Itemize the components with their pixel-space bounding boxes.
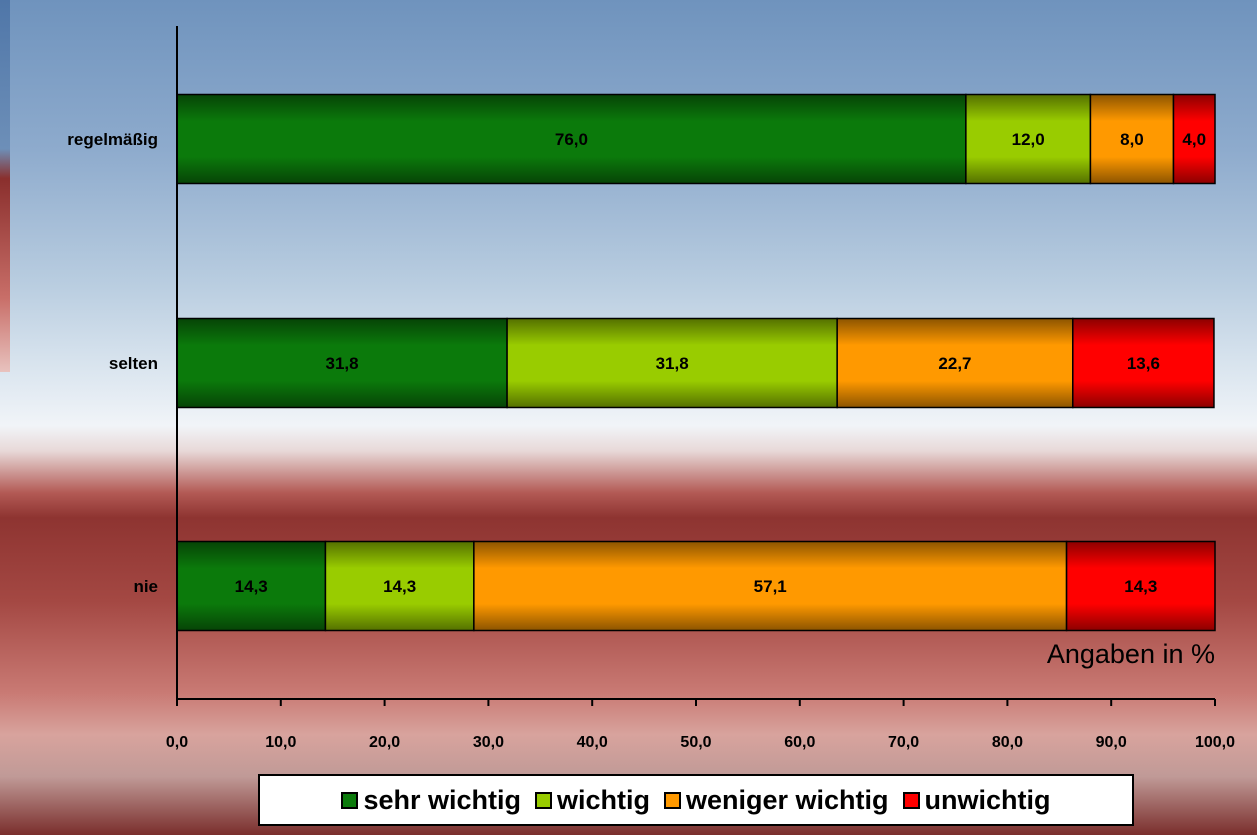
data-label-selten-sehr-wichtig: 31,8 bbox=[325, 354, 358, 373]
bar-shade-regelmaessig-sehr-wichtig bbox=[176, 93, 967, 185]
legend-swatch-sehr-wichtig bbox=[341, 791, 359, 809]
data-label-regelmaessig-weniger-wichtig: 8,0 bbox=[1120, 130, 1144, 149]
category-label-nie: nie bbox=[133, 577, 158, 596]
legend-swatch-unwichtig bbox=[902, 791, 920, 809]
x-tick-label: 90,0 bbox=[1096, 734, 1127, 751]
category-label-regelmaessig: regelmäßig bbox=[67, 130, 158, 149]
legend-label-wichtig: wichtig bbox=[557, 784, 650, 815]
category-label-selten: selten bbox=[109, 354, 158, 373]
data-label-selten-weniger-wichtig: 22,7 bbox=[938, 354, 971, 373]
bar-shade-selten-weniger-wichtig bbox=[836, 317, 1074, 409]
x-tick-label: 50,0 bbox=[680, 734, 711, 751]
data-labels-layer: 76,0 12,0 8,0 4,0 31,8 31,8 22,7 13,6 14,3 14,3 57… bbox=[235, 130, 1206, 596]
x-tick-label: 10,0 bbox=[265, 734, 296, 751]
data-label-selten-unwichtig: 13,6 bbox=[1127, 354, 1160, 373]
data-label-regelmaessig-sehr-wichtig: 76,0 bbox=[555, 130, 588, 149]
units-annotation: Angaben in % bbox=[1046, 639, 1215, 669]
bar-shade-selten-wichtig bbox=[506, 317, 838, 409]
legend-swatch-wichtig bbox=[535, 791, 552, 809]
legend-swatch-weniger-wichtig bbox=[664, 791, 681, 809]
left-edge-band bbox=[0, 0, 10, 372]
data-label-selten-wichtig: 31,8 bbox=[656, 354, 689, 373]
bar-shade-nie-wichtig bbox=[324, 540, 475, 632]
legend-item-unwichtig: unwichtig bbox=[902, 784, 1051, 816]
x-tick-label: 0,0 bbox=[166, 734, 188, 751]
data-label-regelmaessig-unwichtig: 4,0 bbox=[1182, 130, 1206, 149]
data-label-nie-unwichtig: 14,3 bbox=[1124, 577, 1157, 596]
bar-shade-regelmaessig-unwichtig bbox=[1172, 93, 1216, 185]
legend-item-sehr-wichtig: sehr wichtig bbox=[341, 785, 521, 816]
category-labels-layer: regelmäßig selten nie bbox=[67, 130, 158, 596]
x-tick-label: 80,0 bbox=[992, 734, 1023, 751]
bar-shade-regelmaessig-wichtig bbox=[965, 93, 1092, 185]
data-label-nie-weniger-wichtig: 57,1 bbox=[754, 577, 787, 596]
bar-shade-selten-unwichtig bbox=[1072, 317, 1215, 409]
bars-layer bbox=[176, 93, 1216, 632]
x-tick-label: 30,0 bbox=[473, 734, 504, 751]
data-label-nie-sehr-wichtig: 14,3 bbox=[235, 577, 268, 596]
legend-item-wichtig: wichtig bbox=[535, 785, 650, 816]
x-tick-label: 40,0 bbox=[577, 734, 608, 751]
data-label-nie-wichtig: 14,3 bbox=[383, 577, 416, 596]
bar-shade-nie-weniger-wichtig bbox=[473, 540, 1068, 632]
legend-label-unwichtig: unwichtig bbox=[924, 784, 1051, 815]
data-label-regelmaessig-wichtig: 12,0 bbox=[1012, 130, 1045, 149]
bar-shade-nie-unwichtig bbox=[1065, 540, 1216, 632]
legend: sehr wichtig wichtig weniger wichtig unw… bbox=[258, 774, 1134, 826]
legend-label-weniger-wichtig: weniger wichtig bbox=[686, 784, 889, 815]
x-ticks-layer: 0,0 10,0 20,0 30,0 40,0 50,0 60,0 70,0 80,0 90,0 1… bbox=[166, 699, 1235, 751]
x-tick-label: 60,0 bbox=[784, 734, 815, 751]
x-tick-label: 70,0 bbox=[888, 734, 919, 751]
x-tick-label: 20,0 bbox=[369, 734, 400, 751]
legend-label-sehr-wichtig: sehr wichtig bbox=[363, 784, 521, 815]
x-tick-label: 100,0 bbox=[1195, 734, 1235, 751]
legend-item-weniger-wichtig: weniger wichtig bbox=[664, 785, 889, 816]
